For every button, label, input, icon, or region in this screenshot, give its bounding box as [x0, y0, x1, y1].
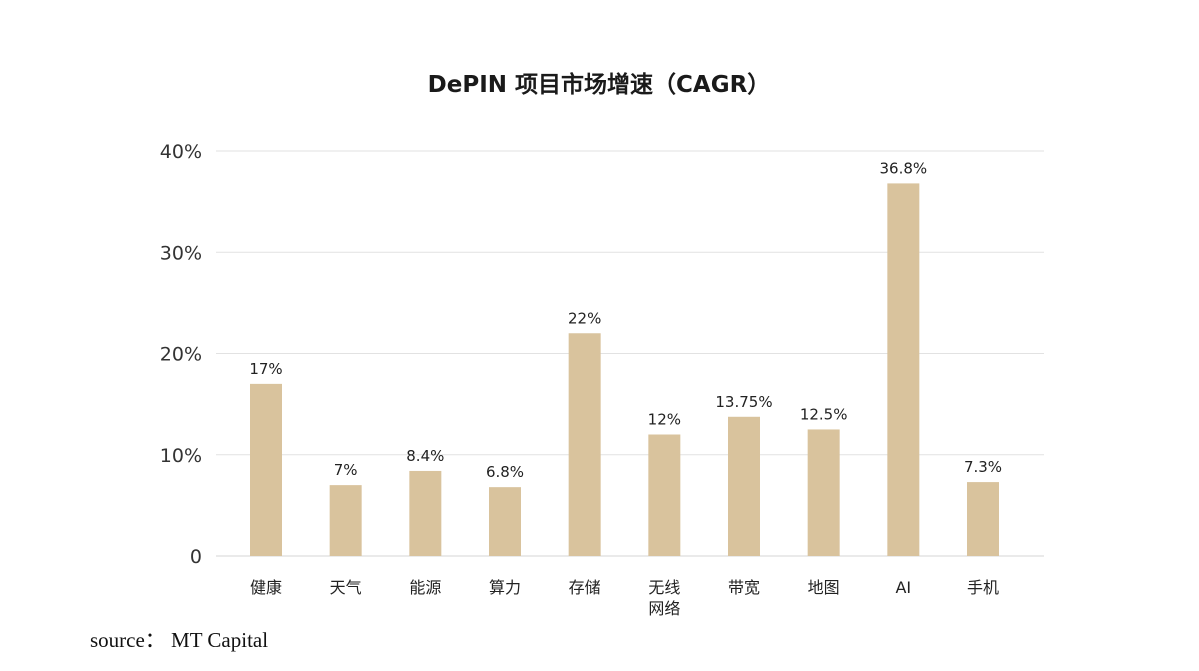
bar [329, 485, 362, 556]
y-tick-label: 30% [160, 242, 202, 264]
data-label: 12.5% [800, 405, 848, 423]
bar [568, 333, 601, 556]
x-axis-ticks: 健康 天气 能源 算力 存储 无线网络 带宽 地图 AI 手机 [250, 578, 999, 618]
data-label: 13.75% [715, 393, 772, 411]
bar [409, 470, 442, 556]
bar [648, 434, 681, 556]
x-tick-label: 无线网络 [648, 578, 680, 618]
x-tick-label: 健康 [250, 578, 282, 597]
x-tick-label: 算力 [489, 578, 521, 597]
x-tick-label: 手机 [967, 578, 999, 597]
data-label: 17% [249, 360, 282, 378]
data-label: 22% [568, 309, 601, 327]
bar [489, 487, 521, 556]
data-label: 7% [334, 461, 358, 479]
x-tick-label: 能源 [409, 578, 441, 597]
data-label: 8.4% [406, 447, 444, 465]
x-tick-label: 地图 [808, 578, 840, 597]
x-tick-label: 带宽 [728, 578, 760, 597]
x-tick-label: AI [895, 578, 911, 597]
data-label: 7.3% [964, 458, 1002, 476]
bar [967, 482, 999, 556]
x-tick-label: 存储 [569, 578, 601, 597]
x-tick-label: 天气 [330, 578, 362, 597]
y-tick-label: 0 [190, 546, 202, 568]
data-labels: 17% 7% 8.4% 6.8% 22% 12% 13.75% 12.5% 36.8% 7.3% [249, 159, 1002, 481]
bars [250, 183, 999, 556]
y-axis-ticks: 0 10% 20% 30% 40% [160, 141, 202, 568]
data-label: 36.8% [880, 159, 928, 177]
chart-title: DePIN 项目市场增速（CAGR） [428, 71, 771, 98]
bar [887, 183, 920, 556]
data-label: 6.8% [486, 463, 524, 481]
bar [728, 416, 760, 556]
data-label: 12% [648, 411, 681, 429]
bar [807, 429, 840, 556]
y-tick-label: 20% [160, 344, 202, 366]
source-note: source： MT Capital [90, 628, 269, 652]
y-tick-label: 10% [160, 445, 202, 467]
bar [250, 383, 282, 556]
y-tick-label: 40% [160, 141, 202, 163]
